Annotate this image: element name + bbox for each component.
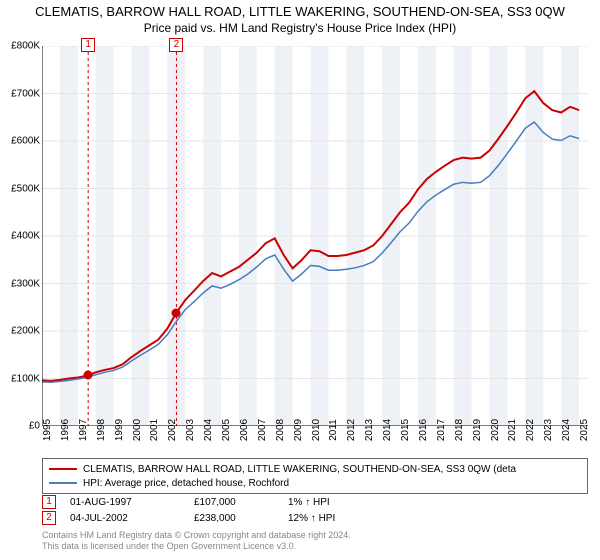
sale-marker-icon: 2: [42, 511, 56, 525]
x-tick-label: 1997: [78, 419, 89, 441]
footer-line: This data is licensed under the Open Gov…: [42, 541, 588, 552]
sale-marker-icon: 1: [42, 495, 56, 509]
x-tick-label: 2017: [436, 419, 447, 441]
legend-label: HPI: Average price, detached house, Roch…: [83, 478, 289, 489]
x-tick-label: 2022: [525, 419, 536, 441]
x-tick-label: 2015: [400, 419, 411, 441]
title-line1: CLEMATIS, BARROW HALL ROAD, LITTLE WAKER…: [0, 4, 600, 19]
y-tick-label: £200K: [2, 326, 40, 337]
x-tick-label: 2025: [579, 419, 590, 441]
sale-marker-on-chart: 2: [169, 38, 183, 52]
x-tick-label: 2018: [454, 419, 465, 441]
x-tick-label: 2007: [257, 419, 268, 441]
x-tick-label: 1995: [42, 419, 53, 441]
x-tick-label: 2021: [507, 419, 518, 441]
title-line2: Price paid vs. HM Land Registry's House …: [0, 21, 600, 35]
x-tick-label: 2001: [149, 419, 160, 441]
sale-point-icon: [84, 371, 93, 380]
x-tick-label: 1998: [96, 419, 107, 441]
y-tick-label: £0: [2, 421, 40, 432]
legend-item: HPI: Average price, detached house, Roch…: [49, 476, 581, 490]
legend-label: CLEMATIS, BARROW HALL ROAD, LITTLE WAKER…: [83, 464, 516, 475]
y-tick-label: £500K: [2, 183, 40, 194]
chart-area: £0£100K£200K£300K£400K£500K£600K£700K£80…: [42, 46, 588, 426]
legend-swatch: [49, 468, 77, 470]
x-tick-label: 2023: [543, 419, 554, 441]
x-tick-label: 1996: [60, 419, 71, 441]
x-tick-label: 2009: [293, 419, 304, 441]
x-tick-label: 2005: [221, 419, 232, 441]
legend: CLEMATIS, BARROW HALL ROAD, LITTLE WAKER…: [42, 458, 588, 494]
sale-marker-on-chart: 1: [81, 38, 95, 52]
x-tick-label: 1999: [114, 419, 125, 441]
sale-hpi: 12% ↑ HPI: [288, 513, 335, 524]
y-tick-label: £100K: [2, 373, 40, 384]
x-tick-label: 2014: [382, 419, 393, 441]
sale-date: 04-JUL-2002: [70, 513, 180, 524]
sales-table: 1 01-AUG-1997 £107,000 1% ↑ HPI 2 04-JUL…: [42, 494, 588, 526]
chart-svg: [42, 46, 588, 426]
sale-date: 01-AUG-1997: [70, 497, 180, 508]
x-tick-label: 2016: [418, 419, 429, 441]
y-tick-label: £700K: [2, 88, 40, 99]
figure: CLEMATIS, BARROW HALL ROAD, LITTLE WAKER…: [0, 0, 600, 560]
footer-attribution: Contains HM Land Registry data © Crown c…: [42, 530, 588, 552]
x-tick-label: 2013: [364, 419, 375, 441]
x-tick-label: 2010: [311, 419, 322, 441]
x-tick-label: 2006: [239, 419, 250, 441]
legend-swatch: [49, 482, 77, 484]
footer-line: Contains HM Land Registry data © Crown c…: [42, 530, 588, 541]
y-tick-label: £800K: [2, 41, 40, 52]
x-tick-label: 2004: [203, 419, 214, 441]
chart-title: CLEMATIS, BARROW HALL ROAD, LITTLE WAKER…: [0, 0, 600, 35]
sale-point-icon: [172, 308, 181, 317]
x-tick-label: 2002: [167, 419, 178, 441]
sale-row: 2 04-JUL-2002 £238,000 12% ↑ HPI: [42, 510, 588, 526]
x-tick-label: 2020: [490, 419, 501, 441]
x-tick-label: 2000: [132, 419, 143, 441]
y-tick-label: £400K: [2, 231, 40, 242]
sale-price: £238,000: [194, 513, 274, 524]
x-tick-label: 2024: [561, 419, 572, 441]
x-tick-label: 2003: [185, 419, 196, 441]
y-tick-label: £600K: [2, 136, 40, 147]
legend-item: CLEMATIS, BARROW HALL ROAD, LITTLE WAKER…: [49, 462, 581, 476]
y-tick-label: £300K: [2, 278, 40, 289]
x-tick-label: 2019: [472, 419, 483, 441]
x-tick-label: 2008: [275, 419, 286, 441]
x-tick-label: 2011: [328, 419, 339, 441]
sale-hpi: 1% ↑ HPI: [288, 497, 330, 508]
x-tick-label: 2012: [346, 419, 357, 441]
sale-price: £107,000: [194, 497, 274, 508]
sale-row: 1 01-AUG-1997 £107,000 1% ↑ HPI: [42, 494, 588, 510]
